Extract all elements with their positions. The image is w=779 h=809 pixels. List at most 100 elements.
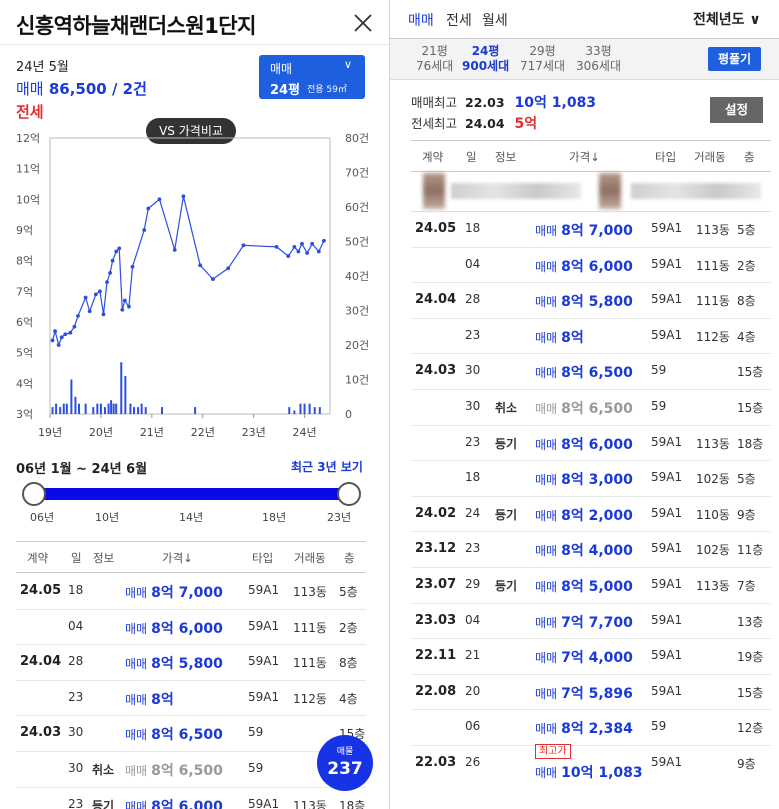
floor-number: 9층: [737, 757, 756, 771]
tab-sale[interactable]: 매매: [408, 13, 434, 29]
table-row[interactable]: 23 매매 8억 59A1 112동 4층: [411, 319, 771, 355]
price-point: [76, 313, 80, 318]
price-point: [286, 254, 291, 258]
trade-price: 매매 8억 6,000: [125, 618, 223, 638]
table-row[interactable]: 23.12 23 매매 8억 4,000 59A1 102동 11층: [411, 532, 771, 568]
contract-day: 23: [465, 541, 481, 556]
slider-start-handle[interactable]: [22, 482, 46, 506]
table-row[interactable]: 22.03 26 매매 10억 1,083 최고가 59A1 9층: [411, 744, 771, 806]
recent-3y-link[interactable]: 최근 3년 보기: [291, 460, 363, 474]
price-value: 7억 7,700: [561, 614, 633, 631]
size-filter-bar: 21평 76세대 24평 900세대 29평 717세대 33평 306세대 평…: [390, 38, 779, 80]
size-option-24[interactable]: 24평 900세대: [462, 44, 509, 74]
table-row[interactable]: 06 매매 8억 2,384 59 12층: [411, 710, 771, 746]
x-tick-label: 24년: [293, 426, 317, 439]
table-row[interactable]: 04 매매 8억 6,000 59A1 111동 2층: [411, 248, 771, 284]
trade-price: 매매 8억 6,500: [535, 362, 633, 382]
contract-month: 22.03: [415, 755, 457, 770]
unit-type: 59A1: [651, 470, 683, 485]
trade-price: 매매 10억 1,083: [535, 762, 643, 782]
price-compare-button[interactable]: VS 가격비교: [146, 118, 236, 144]
volume-bar: [288, 407, 291, 414]
size-label: 33평: [585, 44, 612, 58]
size-units: 900세대: [462, 59, 510, 73]
price-value: 8억 2,000: [561, 507, 633, 524]
col-price[interactable]: 가격↓: [162, 551, 193, 565]
contract-day: 30: [68, 725, 84, 740]
unit-type: 59A1: [651, 505, 683, 520]
trade-kind: 매매: [535, 224, 558, 238]
floorplan-button[interactable]: 평풀기: [708, 47, 761, 71]
size-option-33[interactable]: 33평 306세대: [576, 44, 621, 74]
slider-tick: 18년: [262, 511, 287, 524]
close-icon[interactable]: [352, 12, 374, 34]
price-point: [122, 298, 127, 303]
slider-end-handle[interactable]: [337, 482, 361, 506]
unit-type: 59A1: [651, 327, 683, 342]
table-row[interactable]: 23 등기 매매 8억 6,000 59A1 113동 18층: [16, 788, 366, 809]
price-point: [157, 197, 162, 202]
floor-number: 7층: [737, 579, 756, 593]
volume-bar: [96, 403, 99, 414]
x-tick-label: 21년: [140, 426, 164, 439]
trade-kind: 매매: [535, 402, 558, 416]
summary-sale-value: 86,500 / 2건: [48, 80, 147, 98]
table-row[interactable]: 04 매매 8억 6,000 59A1 111동 2층: [16, 610, 366, 646]
trade-price: 매매 8억: [125, 689, 174, 709]
complex-title: 신흥역하늘채랜더스원1단지: [16, 14, 256, 38]
unit-type: 59: [651, 363, 667, 378]
price-point: [226, 266, 231, 271]
volume-bar: [65, 403, 68, 414]
tab-monthly[interactable]: 월세: [482, 13, 508, 29]
tab-jeonse[interactable]: 전세: [446, 13, 472, 29]
chevron-down-icon: ∨: [344, 58, 353, 71]
volume-bar: [124, 376, 127, 414]
floor-number: 12층: [737, 721, 764, 736]
volume-bar: [74, 396, 77, 414]
size-option-21[interactable]: 21평 76세대: [416, 44, 453, 74]
table-row[interactable]: 24.04 28 매매 8억 5,800 59A1 111동 8층: [411, 283, 771, 319]
settings-button[interactable]: 설정: [710, 97, 763, 123]
y-tick-label: 3억: [16, 408, 33, 421]
period-slider-track[interactable]: [34, 488, 349, 500]
table-row[interactable]: 22.11 21 매매 7억 4,000 59A1 19층: [411, 639, 771, 675]
price-point: [305, 251, 309, 255]
listings-fab[interactable]: 매물 237: [317, 735, 373, 791]
unit-type: 59A1: [651, 577, 683, 591]
trade-kind: 매매: [535, 366, 558, 381]
table-row[interactable]: 24.02 24 등기 매매 8억 2,000 59A1 110동 9층: [411, 497, 771, 533]
col-price[interactable]: 가격↓: [569, 150, 600, 164]
y-tick-label: 5억: [16, 347, 33, 360]
table-row[interactable]: 23 등기 매매 8억 6,000 59A1 113동 18층: [411, 426, 771, 462]
table-row[interactable]: 24.05 18 매매 8억 7,000 59A1 113동 5층: [411, 212, 771, 248]
size-label: 21평: [421, 44, 448, 58]
y-tick-label: 9억: [16, 224, 33, 237]
volume-bar: [62, 403, 65, 414]
table-row[interactable]: 24.03 30 매매 8억 6,500 59 15층: [411, 354, 771, 390]
slider-tick: 23년: [327, 511, 352, 524]
table-row[interactable]: 24.04 28 매매 8억 5,800 59A1 111동 8층: [16, 645, 366, 681]
x-tick-label: 19년: [38, 426, 62, 439]
table-row[interactable]: 23 매매 8억 59A1 112동 4층: [16, 681, 366, 717]
price-value: 8억 6,500: [561, 401, 633, 417]
left-table-header: 계약 일 정보 가격↓ 타입 거래동 층: [16, 541, 366, 573]
table-row[interactable]: 23.07 29 등기 매매 8억 5,000 59A1 113동 7층: [411, 568, 771, 604]
table-row[interactable]: 23.03 04 매매 7억 7,700 59A1 13층: [411, 604, 771, 640]
contract-month: 24.03: [20, 725, 62, 741]
floor-number: 5층: [737, 223, 756, 237]
type-size-selector[interactable]: 매매 ∨ 24평 전용 59㎡: [259, 55, 365, 99]
table-row[interactable]: 24.05 18 매매 8억 7,000 59A1 113동 5층: [16, 574, 366, 610]
year-filter-select[interactable]: 전체년도 ∨: [693, 12, 761, 28]
price-point: [53, 329, 57, 334]
price-point: [117, 246, 122, 251]
contract-month: 23.07: [415, 577, 457, 592]
size-label: 29평: [529, 44, 556, 58]
size-option-29[interactable]: 29평 717세대: [520, 44, 565, 74]
y-tick-label: 4억: [16, 377, 33, 390]
table-row[interactable]: 24.03 30 매매 8억 6,500 59 15층: [16, 716, 366, 752]
unit-type: 59A1: [651, 541, 683, 556]
table-row[interactable]: 22.08 20 매매 7억 5,896 59A1 15층: [411, 675, 771, 711]
table-row[interactable]: 18 매매 8억 3,000 59A1 102동 5층: [411, 461, 771, 497]
